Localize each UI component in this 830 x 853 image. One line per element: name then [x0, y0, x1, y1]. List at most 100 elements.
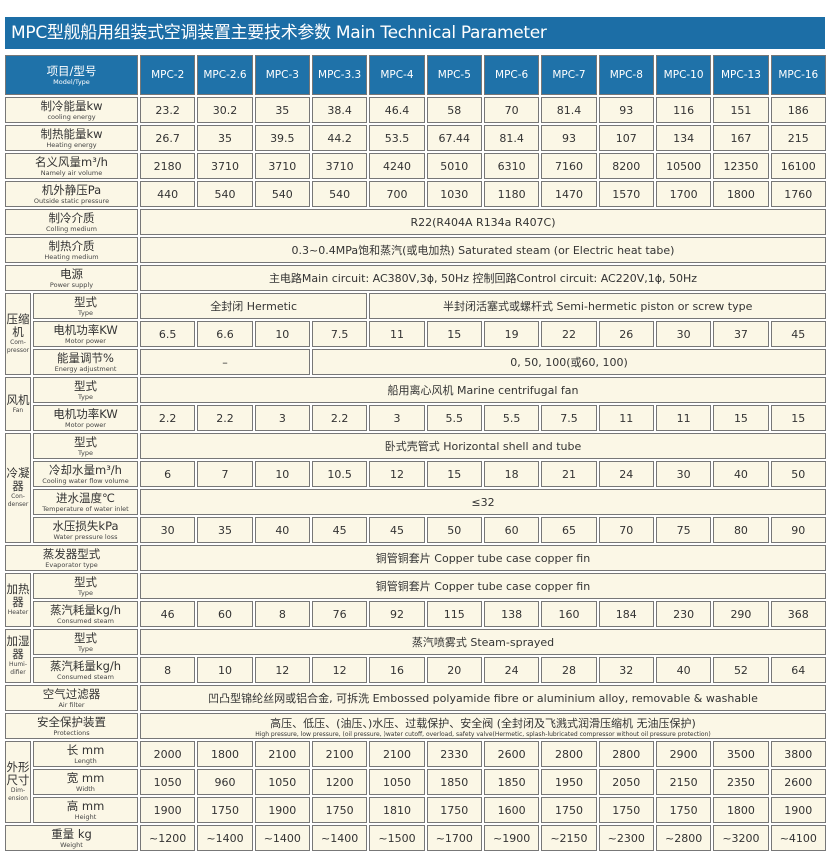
label-cn: 型式	[74, 630, 97, 645]
value-cell: 10500	[655, 153, 712, 179]
value-cell: 35	[197, 125, 253, 151]
span-text: 主电路Main circuit: AC380V,3ϕ, 50Hz 控制回路Con…	[268, 272, 698, 285]
span-cell: –	[140, 349, 310, 375]
value-cell: 37	[713, 321, 769, 347]
table-row: 蒸汽耗量kg/h Consumed steam 46 60 8 76 92 115 138 160…	[5, 601, 826, 627]
label-en: Model/Type	[53, 77, 90, 86]
value-cell: 215	[770, 125, 826, 151]
value-cell: 6.5	[140, 321, 196, 347]
value-cell: ~1500	[369, 825, 425, 851]
label-en: Width	[76, 784, 95, 793]
label-cn: 高 mm	[66, 798, 105, 813]
value-cell: 12	[369, 461, 425, 487]
row-label: 电机功率KW Motor power	[33, 405, 138, 431]
table-row: 电源 Power supply 主电路Main circuit: AC380V,3ϕ…	[5, 265, 826, 291]
label-cn: 水压损失kPa	[52, 518, 119, 533]
group-label: 风机 Fan	[5, 377, 31, 431]
label-en: Height	[74, 812, 97, 821]
value-cell: 2.2	[311, 405, 368, 431]
value-cell: 18	[483, 461, 540, 487]
span-text: 0.3~0.4MPa饱和蒸汽(或电加热) Saturated steam (or…	[291, 244, 675, 257]
value-cell: 92	[369, 601, 425, 627]
value-cell: 5010	[426, 153, 482, 179]
value-cell: 1760	[770, 181, 826, 207]
value-cell: 1200	[311, 769, 368, 795]
row-label: 型式 Type	[33, 433, 138, 459]
row-label: 空气过滤器 Air filter	[5, 685, 138, 711]
table-row: 安全保护装置 Protections 高压、低压、(油压、)水压、过载保护、安全阀 …	[5, 713, 826, 739]
value-cell: 540	[311, 181, 368, 207]
table-row: 蒸发器型式 Evaporator type 铜管铜套片 Copper tube ca…	[5, 545, 826, 571]
label-en: Length	[74, 756, 97, 765]
value-cell: 70	[483, 97, 540, 123]
value-cell: 2050	[598, 769, 654, 795]
value-cell: ~1200	[140, 825, 196, 851]
span-cell: 船用离心风机 Marine centrifugal fan	[140, 377, 826, 403]
table-row: 高 mm Height 1900 1750 1900 1750 1810 1750 1600 17…	[5, 797, 826, 823]
value-cell: 1750	[541, 797, 597, 823]
value-cell: 1950	[541, 769, 597, 795]
row-label: 水压损失kPa Water pressure loss	[33, 517, 138, 543]
value-cell: 45	[770, 321, 826, 347]
value-cell: 3710	[254, 153, 310, 179]
label-en: Type	[78, 644, 93, 653]
value-cell: 35	[254, 97, 310, 123]
label-cn: 加湿器	[6, 634, 30, 661]
table-row: 制冷能量kw cooling energy 23.2 30.2 35 38.4 46.4 58…	[5, 97, 826, 123]
label-cn: 蒸汽耗量kg/h	[49, 602, 122, 617]
model-header: MPC-2	[140, 55, 196, 95]
span-cell: R22(R404A R134a R407C)	[140, 209, 826, 235]
value-cell: 107	[598, 125, 654, 151]
label-en: Water pressure loss	[53, 532, 118, 541]
value-cell: 3710	[197, 153, 253, 179]
value-cell: 80	[713, 517, 769, 543]
value-cell: 1750	[197, 797, 253, 823]
value-cell: 3	[369, 405, 425, 431]
label-en: Consumed steam	[57, 672, 114, 681]
value-cell: 12350	[713, 153, 769, 179]
value-cell: 24	[598, 461, 654, 487]
label-cn: 型式	[74, 434, 97, 449]
value-cell: 6310	[483, 153, 540, 179]
span-cell: ≤32	[140, 489, 826, 515]
value-cell: 30	[140, 517, 196, 543]
value-cell: 21	[541, 461, 597, 487]
label-cn: 型式	[74, 294, 97, 309]
value-cell: 35	[197, 517, 253, 543]
label-cn: 制冷能量kw	[40, 98, 103, 113]
span-cell: 半封闭活塞式或螺杆式 Semi-hermetic piston or screw…	[369, 293, 826, 319]
table-row: 加湿器 Humi-difier 型式 Type 蒸汽喷雾式 Steam-sprayed	[5, 629, 826, 683]
value-cell: 90	[770, 517, 826, 543]
span-cell: 铜管铜套片 Copper tube case copper fin	[140, 545, 826, 571]
value-cell: 15	[713, 405, 769, 431]
span-text: R22(R404A R134a R407C)	[410, 215, 556, 229]
table-row: 外形尺寸 Dim-ension 长 mm Length 2000 1800 2100 2100…	[5, 741, 826, 823]
value-cell: 50	[770, 461, 826, 487]
value-cell: 40	[655, 657, 712, 683]
value-cell: 8	[140, 657, 196, 683]
value-cell: 3500	[713, 741, 769, 767]
value-cell: 160	[541, 601, 597, 627]
value-cell: 116	[655, 97, 712, 123]
label-cn: 冷却水量m³/h	[49, 462, 122, 477]
table-row: 空气过滤器 Air filter 凹凸型锦纶丝网或铝合金, 可拆洗 Embossed…	[5, 685, 826, 711]
value-cell: 40	[254, 517, 310, 543]
label-en: Air filter	[58, 700, 85, 709]
value-cell: 10	[254, 321, 310, 347]
row-label: 能量调节% Energy adjustment	[33, 349, 138, 375]
value-cell: 20	[426, 657, 482, 683]
value-cell: 67.44	[426, 125, 482, 151]
label-cn: 电机功率KW	[53, 322, 118, 337]
label-cn: 进水温度℃	[56, 490, 115, 505]
table-row: 宽 mm Width 1050 960 1050 1200 1050 1850 1850 1950…	[5, 769, 826, 795]
value-cell: 1850	[426, 769, 482, 795]
value-cell: 76	[311, 601, 368, 627]
row-label: 长 mm Length	[33, 741, 138, 767]
value-cell: 368	[770, 601, 826, 627]
span-cell: 凹凸型锦纶丝网或铝合金, 可拆洗 Embossed polyamide fibr…	[140, 685, 826, 711]
value-cell: 540	[197, 181, 253, 207]
row-label: 名义风量m³/h Namely air volume	[5, 153, 138, 179]
value-cell: ~2150	[541, 825, 597, 851]
label-en: Namely air volume	[40, 168, 103, 177]
value-cell: 1850	[483, 769, 540, 795]
